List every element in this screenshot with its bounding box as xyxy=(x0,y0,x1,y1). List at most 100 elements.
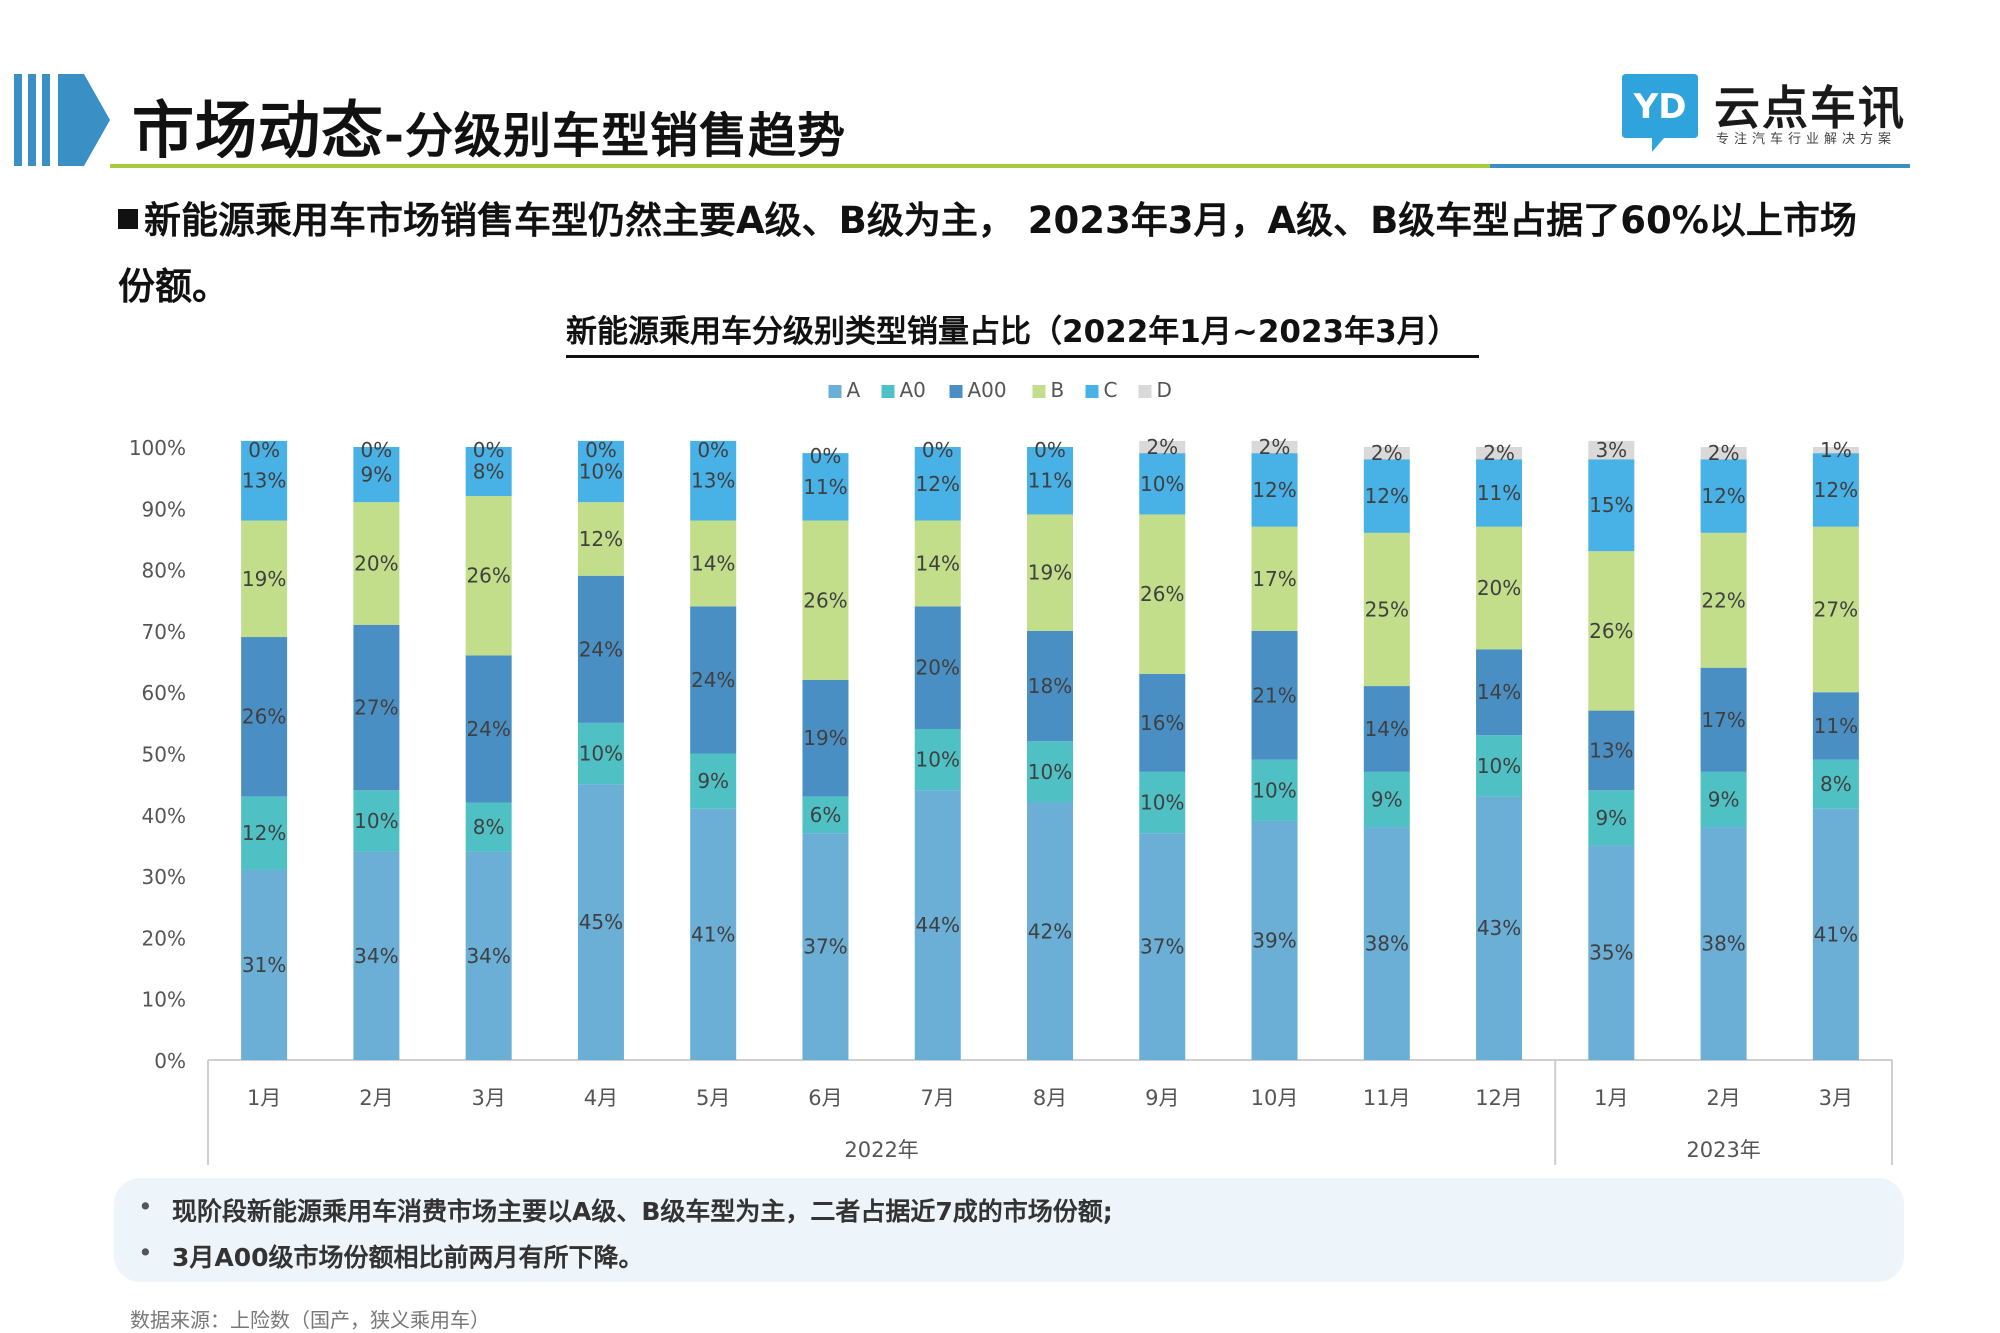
data-label: 10% xyxy=(579,460,623,484)
data-label: 2% xyxy=(1483,441,1515,465)
x-tick-label: 3月 xyxy=(1819,1086,1853,1110)
legend-swatch xyxy=(1032,385,1046,398)
data-label: 10% xyxy=(1252,778,1296,802)
x-tick-label: 10月 xyxy=(1251,1086,1299,1110)
data-label: 2% xyxy=(1371,441,1403,465)
brand-logo: YD 云点车讯 专注汽车行业解决方案 xyxy=(1618,70,1918,160)
data-label: 27% xyxy=(1814,597,1858,621)
data-label: 16% xyxy=(1140,711,1184,735)
page-title: 市场动态-分级别车型销售趋势 xyxy=(132,80,846,170)
bar-segment xyxy=(1027,741,1073,803)
bar-segment xyxy=(1700,532,1747,668)
header-accent-bars xyxy=(14,74,110,166)
bar-segment xyxy=(353,790,400,852)
data-label: 14% xyxy=(691,551,735,575)
bar-segment xyxy=(1476,526,1523,650)
bar-segment xyxy=(1139,440,1186,454)
y-tick-label: 90% xyxy=(142,497,186,521)
bar-segment xyxy=(465,851,512,1060)
data-label: 31% xyxy=(242,953,286,977)
legend-label: C xyxy=(1104,378,1118,402)
data-label: 11% xyxy=(1814,714,1858,738)
bar-segment xyxy=(1027,802,1073,1060)
bar-segment xyxy=(465,802,512,852)
y-tick-label: 60% xyxy=(142,681,186,705)
logo-tagline: 专注汽车行业解决方案 xyxy=(1716,132,1897,147)
data-source: 数据来源：上险数（国产，狭义乘用车） xyxy=(130,1308,490,1332)
data-label: 0% xyxy=(810,444,842,468)
data-label: 22% xyxy=(1701,588,1745,612)
bar-segment xyxy=(802,833,849,1060)
data-label: 14% xyxy=(1365,717,1409,741)
x-tick-label: 6月 xyxy=(808,1086,842,1110)
note-item: 3月A00级市场份额相比前两月有所下降。 xyxy=(138,1238,644,1274)
bar-segment xyxy=(1476,447,1523,460)
bar-segment xyxy=(1700,771,1747,828)
bar-segment xyxy=(353,624,400,791)
bar-segment xyxy=(465,496,512,656)
data-label: 10% xyxy=(354,809,398,833)
data-label: 27% xyxy=(354,696,398,720)
bar-segment xyxy=(1812,759,1859,809)
bar-segment xyxy=(1251,526,1298,631)
data-label: 34% xyxy=(466,944,510,968)
bar-segment xyxy=(1139,673,1186,772)
data-label: 0% xyxy=(697,438,729,462)
chart-title: 新能源乘用车分级别类型销量占比（2022年1月~2023年3月） xyxy=(566,306,1479,358)
logo-mark-icon: YD xyxy=(1622,74,1698,152)
legend-swatch xyxy=(1138,385,1152,398)
bar-segment xyxy=(1139,833,1186,1060)
y-tick-label: 30% xyxy=(142,865,186,889)
bar-segment xyxy=(577,575,624,723)
bar-segment xyxy=(1588,790,1635,846)
data-label: 38% xyxy=(1701,932,1745,956)
bar-segment xyxy=(577,722,624,785)
bar-segment xyxy=(1588,440,1635,460)
data-label: 20% xyxy=(916,656,960,680)
data-label: 12% xyxy=(242,821,286,845)
data-label: 2% xyxy=(1708,441,1740,465)
bar-segment xyxy=(1251,820,1298,1060)
bar-segment xyxy=(1476,459,1523,527)
header-rule-green xyxy=(110,164,1490,168)
bar-segment xyxy=(802,453,849,521)
x-group-label: 2023年 xyxy=(1686,1138,1760,1162)
bar-segment xyxy=(465,655,512,803)
y-tick-label: 20% xyxy=(142,926,186,950)
legend-swatch xyxy=(949,385,963,398)
data-label: 12% xyxy=(1701,484,1745,508)
data-label: 12% xyxy=(916,472,960,496)
bar-segment xyxy=(241,637,288,797)
data-label: 0% xyxy=(922,438,954,462)
data-label: 9% xyxy=(1371,787,1403,811)
bar-segment xyxy=(1027,447,1073,515)
bar-segment xyxy=(465,447,512,497)
data-label: 39% xyxy=(1252,928,1296,952)
bar-segment xyxy=(241,869,288,1060)
bar-segment xyxy=(690,808,737,1060)
data-label: 0% xyxy=(1034,438,1066,462)
data-label: 19% xyxy=(1028,561,1072,585)
data-label: 12% xyxy=(1252,478,1296,502)
x-tick-label: 11月 xyxy=(1363,1086,1411,1110)
data-label: 0% xyxy=(585,438,617,462)
legend-label: D xyxy=(1157,378,1172,402)
legend-label: B xyxy=(1051,378,1065,402)
data-label: 43% xyxy=(1477,916,1521,940)
data-label: 12% xyxy=(579,527,623,551)
bar-segment xyxy=(241,440,288,521)
data-label: 6% xyxy=(810,803,842,827)
bar-segment xyxy=(1251,759,1298,821)
data-label: 38% xyxy=(1365,932,1409,956)
bar-segment xyxy=(802,520,849,680)
y-tick-label: 80% xyxy=(142,559,186,583)
x-tick-label: 4月 xyxy=(584,1086,618,1110)
data-label: 41% xyxy=(691,922,735,946)
x-tick-label: 5月 xyxy=(696,1086,730,1110)
bar-segment xyxy=(1700,827,1747,1060)
note-item: 现阶段新能源乘用车消费市场主要以A级、B级车型为主，二者占据近7成的市场份额; xyxy=(138,1192,1113,1228)
data-label: 9% xyxy=(361,463,393,487)
bar-segment xyxy=(1588,845,1635,1060)
bar-segment xyxy=(1363,459,1410,533)
data-label: 24% xyxy=(691,668,735,692)
